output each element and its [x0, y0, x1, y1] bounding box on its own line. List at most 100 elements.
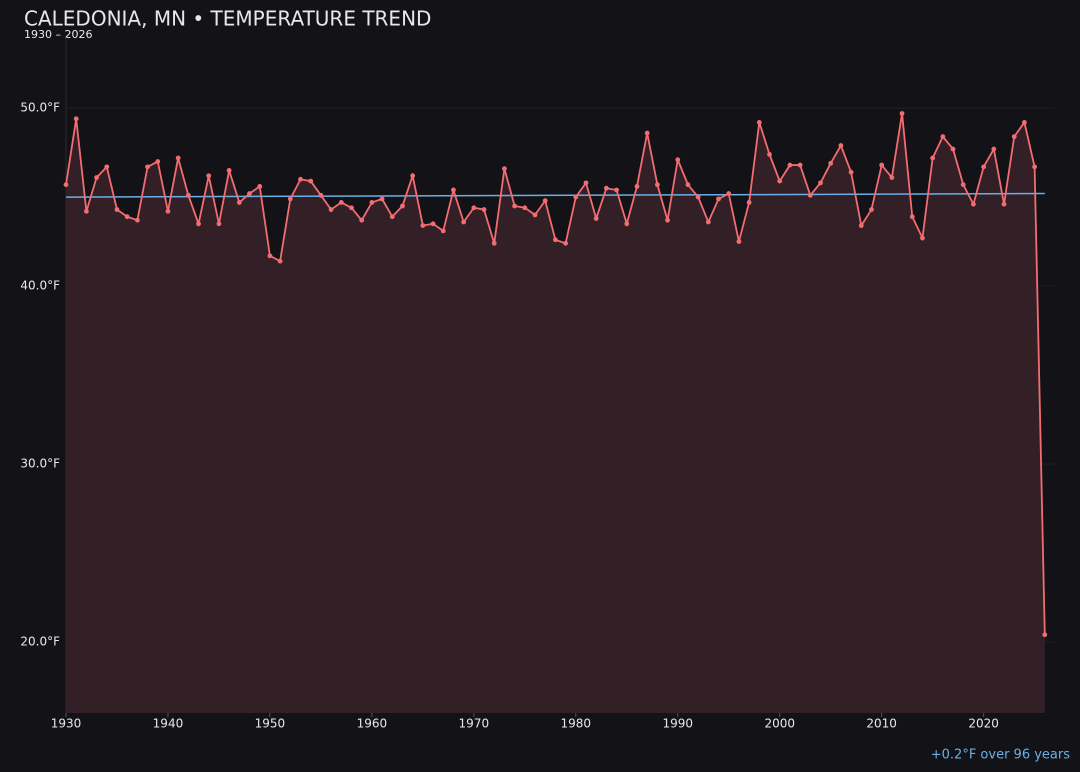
point: [705, 219, 711, 225]
y-tick-label: 20.0°F: [20, 634, 60, 648]
point: [634, 184, 640, 189]
point: [491, 240, 497, 246]
point: [277, 258, 283, 264]
point: [349, 205, 354, 211]
area: [66, 113, 1045, 713]
point: [206, 173, 212, 179]
point: [1042, 632, 1048, 638]
point: [420, 223, 426, 228]
point: [950, 146, 956, 152]
point: [338, 200, 344, 205]
point: [736, 239, 742, 244]
x-tick-label: 1930: [51, 717, 82, 731]
point: [879, 162, 885, 168]
point: [287, 196, 293, 202]
point: [695, 194, 701, 200]
point: [236, 200, 242, 205]
point: [134, 217, 140, 223]
chart-title: CALEDONIA, MN • TEMPERATURE TREND: [24, 7, 431, 31]
point: [869, 207, 874, 212]
trend-line: [65, 192, 1045, 198]
point: [654, 182, 660, 188]
y-tick-label: 30.0°F: [20, 456, 60, 470]
point: [563, 240, 568, 246]
point: [542, 198, 548, 204]
x-tick-label: 1990: [662, 717, 693, 731]
y-tick-label: 50.0°F: [20, 101, 60, 115]
point: [63, 182, 69, 188]
point: [410, 173, 416, 179]
point: [83, 208, 89, 214]
chart-subtitle: 1930 – 2026: [24, 28, 92, 41]
point: [624, 221, 630, 227]
point: [899, 111, 905, 116]
point: [481, 207, 487, 212]
point: [298, 176, 303, 182]
x-tick-label: 1950: [255, 717, 286, 731]
point: [685, 182, 691, 188]
point: [573, 194, 579, 200]
point: [257, 184, 263, 189]
point: [848, 169, 854, 175]
point: [991, 146, 997, 152]
point: [389, 214, 395, 220]
point: [440, 228, 446, 234]
point: [1011, 134, 1017, 140]
point: [553, 237, 558, 243]
point: [451, 187, 456, 193]
x-tick-label: 1940: [153, 717, 184, 731]
point: [175, 155, 181, 161]
point: [665, 217, 670, 223]
point: [318, 192, 324, 198]
point: [196, 221, 201, 227]
point: [981, 164, 987, 170]
point: [430, 221, 436, 227]
point: [593, 216, 599, 221]
x-tick-label: 1980: [561, 717, 592, 731]
point: [797, 162, 803, 168]
point: [1022, 119, 1027, 125]
x-tick-label: 1970: [459, 717, 490, 731]
point: [971, 201, 976, 207]
point: [267, 253, 273, 259]
point: [930, 155, 936, 161]
point: [818, 180, 823, 186]
point: [828, 160, 834, 166]
point: [247, 191, 252, 196]
point: [124, 214, 130, 220]
point: [379, 196, 385, 202]
point: [767, 152, 772, 157]
point: [216, 221, 222, 227]
point: [603, 185, 609, 191]
point: [155, 159, 161, 164]
point: [583, 180, 589, 186]
point: [920, 235, 925, 241]
point: [400, 203, 405, 209]
point: [328, 207, 334, 212]
point: [165, 208, 171, 214]
point: [532, 212, 538, 218]
point: [940, 134, 946, 140]
point: [145, 164, 150, 170]
point: [807, 192, 813, 198]
point: [726, 191, 732, 196]
point: [461, 219, 467, 225]
point: [960, 182, 966, 188]
point: [185, 192, 191, 198]
point: [94, 175, 99, 180]
x-tick-label: 2000: [764, 717, 795, 731]
point: [104, 164, 110, 170]
point: [675, 157, 681, 163]
point: [746, 200, 752, 205]
point: [522, 205, 528, 211]
point: [858, 223, 864, 228]
point: [512, 203, 518, 209]
point: [644, 130, 650, 136]
point: [1032, 164, 1038, 170]
point: [716, 196, 721, 202]
point: [1001, 201, 1007, 207]
x-tick-label: 2020: [968, 717, 999, 731]
point: [369, 200, 375, 205]
point: [777, 178, 783, 184]
point: [502, 166, 507, 172]
